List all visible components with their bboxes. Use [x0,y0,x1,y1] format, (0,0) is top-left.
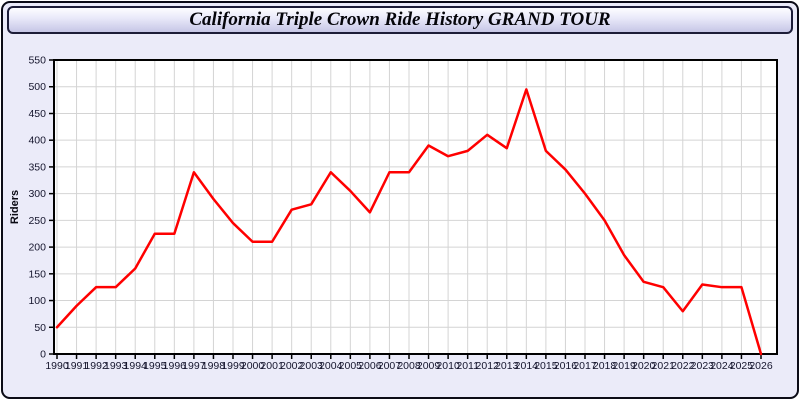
y-tick-label: 100 [28,295,46,307]
x-tick-label: 2003 [300,360,324,372]
x-tick-label: 1997 [182,360,206,372]
x-tick-label: 2020 [632,360,656,372]
x-tick-label: 2014 [515,360,539,372]
x-axis-labels: 1990199119921993199419951996199719981999… [45,360,773,372]
x-tick-label: 2001 [260,360,284,372]
x-tick-label: 2005 [339,360,363,372]
x-tick-label: 1994 [124,360,148,372]
y-tick-label: 150 [28,268,46,280]
y-tick-label: 450 [28,108,46,120]
plot-background [54,60,777,354]
x-tick-label: 2015 [534,360,558,372]
x-tick-label: 2021 [652,360,676,372]
x-tick-label: 2013 [495,360,519,372]
x-tick-label: 2000 [241,360,265,372]
x-tick-label: 2006 [358,360,382,372]
y-tick-label: 400 [28,135,46,147]
title-bar: California Triple Crown Ride History GRA… [7,6,793,34]
x-tick-label: 2007 [378,360,402,372]
gridlines [54,60,777,354]
y-tick-label: 350 [28,161,46,173]
y-tick-label: 250 [28,215,46,227]
data-series [55,88,763,356]
x-tick-label: 2023 [691,360,715,372]
x-tick-label: 1991 [65,360,89,372]
page-title: California Triple Crown Ride History GRA… [189,9,611,30]
x-tick-label: 2026 [749,360,773,372]
x-tick-label: 2010 [436,360,460,372]
x-tick-label: 1996 [163,360,187,372]
x-tick-label: 1993 [104,360,128,372]
x-tick-label: 1999 [221,360,245,372]
x-tick-label: 2018 [593,360,617,372]
x-tick-label: 1995 [143,360,167,372]
x-tick-label: 2017 [573,360,597,372]
x-tick-label: 2019 [612,360,636,372]
y-tick-label: 50 [34,322,46,334]
y-tick-label: 200 [28,242,46,254]
x-tick-label: 2011 [456,360,479,372]
x-tick-label: 2024 [710,360,734,372]
y-axis-labels: 0 50 100 150 200 250 300 350 400 450 500 550 [28,55,46,361]
x-tick-label: 2009 [417,360,441,372]
x-tick-label: 1992 [84,360,108,372]
y-tick-label: 300 [28,188,46,200]
y-tick-label: 500 [28,81,46,93]
axes-box [53,59,778,355]
y-axis-title: Riders [9,190,21,224]
chart-area: 1990 1991 1992 1993 1994 1995 1996 1997 1998 1999… [3,39,797,395]
x-tick-label: 2008 [397,360,421,372]
y-tick-label: 0 [40,349,46,361]
riders-line-chart: 1990199119921993199419951996199719981999… [9,55,778,372]
x-tick-label: 2025 [730,360,754,372]
x-tick-label: 1990 [45,360,69,372]
y-tick-label: 550 [28,55,46,67]
y-axis-title: Riders [9,190,21,224]
x-tick-label: 2012 [476,360,500,372]
y-axis-ticks [49,59,54,355]
x-tick-label: 2022 [671,360,695,372]
x-tick-label: 2016 [554,360,578,372]
x-axis-ticks [56,355,762,359]
riders-line [55,88,763,356]
x-tick-label: 2004 [319,360,343,372]
x-tick-label: 2002 [280,360,304,372]
x-tick-label: 1998 [202,360,226,372]
